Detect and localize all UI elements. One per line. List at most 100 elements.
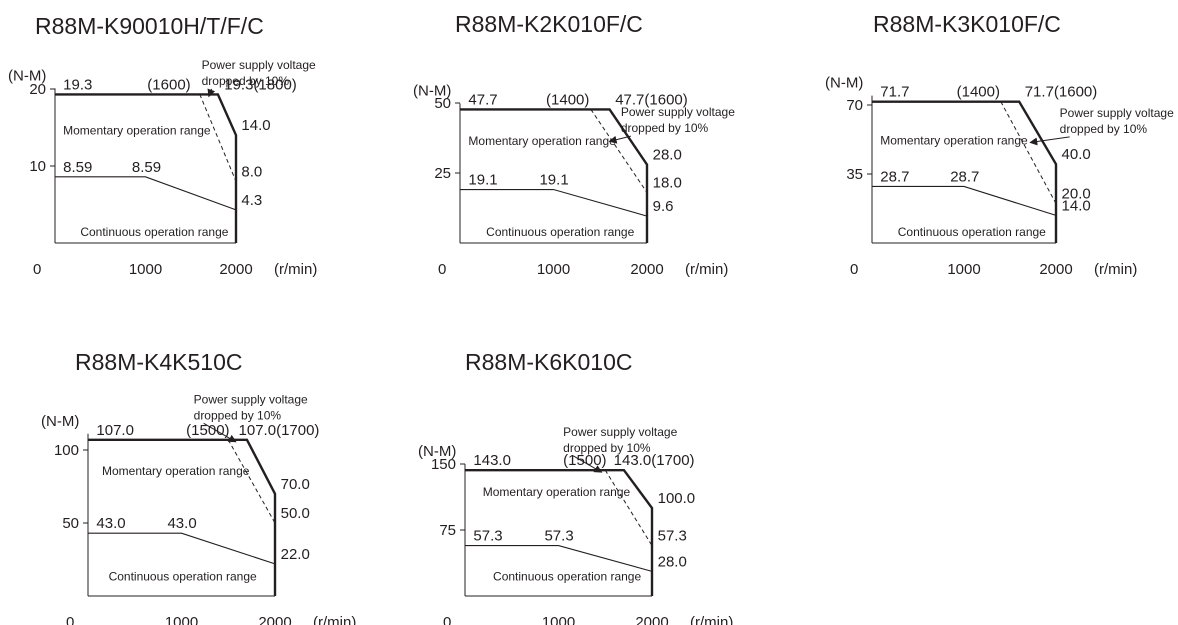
- x-axis-unit-label: (r/min): [313, 614, 356, 625]
- momentary-range-curve: [88, 438, 277, 596]
- y-tick-label: 10: [29, 158, 46, 175]
- x-axis-unit-label: (r/min): [690, 614, 733, 625]
- origin-label: 0: [438, 261, 446, 278]
- value-label: (1600): [147, 76, 190, 93]
- y-axis-unit-label: (N-M): [413, 82, 451, 99]
- chart-title: R88M-K6K010C: [465, 349, 632, 375]
- value-label: 57.3: [544, 528, 573, 545]
- value-label: 71.7: [880, 84, 909, 101]
- value-label: 8.59: [132, 159, 161, 176]
- region-label: Continuous operation range: [80, 225, 228, 239]
- region-label: Momentary operation range: [880, 133, 1028, 147]
- value-label: 50.0: [281, 505, 310, 522]
- region-label: Continuous operation range: [486, 225, 634, 239]
- value-label: 18.0: [653, 175, 682, 192]
- note-arrow: [608, 135, 631, 144]
- value-label: 28.0: [653, 147, 682, 164]
- y-axis-unit-label: (N-M): [8, 67, 46, 84]
- momentary-range-curve: [55, 93, 238, 243]
- value-label: 71.7(1600): [1025, 84, 1098, 101]
- value-label: 19.3(1800): [224, 76, 297, 93]
- momentary-range-curve: [460, 108, 649, 243]
- value-label: 57.3: [658, 528, 687, 545]
- chart-title: R88M-K2K010F/C: [455, 11, 643, 37]
- y-tick-label: 50: [434, 95, 451, 112]
- x-tick-label: 2000: [258, 614, 291, 625]
- momentary-range-curve: [872, 100, 1058, 243]
- chart-title: R88M-K3K010F/C: [873, 11, 1061, 37]
- region-label: Momentary operation range: [102, 464, 250, 478]
- note-arrow: [203, 422, 237, 443]
- value-label: 43.0: [167, 515, 196, 532]
- value-label: 19.3: [63, 76, 92, 93]
- value-label: 70.0: [281, 476, 310, 493]
- value-label: 19.1: [539, 172, 568, 189]
- note-arrow: [1029, 136, 1070, 146]
- voltage-drop-note: dropped by 10%: [202, 74, 290, 88]
- value-label: 28.7: [880, 168, 909, 185]
- value-label: 107.0: [96, 422, 134, 439]
- y-axis-unit-label: (N-M): [418, 443, 456, 460]
- value-label: 107.0(1700): [239, 422, 320, 439]
- voltage-drop-note: dropped by 10%: [563, 441, 651, 455]
- value-label: (1400): [957, 84, 1000, 101]
- value-label: 40.0: [1062, 146, 1091, 163]
- x-tick-label: 2000: [1039, 261, 1072, 278]
- region-label: Momentary operation range: [483, 485, 631, 499]
- continuous-range-curve: [88, 532, 276, 565]
- continuous-range-curve: [460, 188, 648, 217]
- region-label: Momentary operation range: [468, 134, 616, 148]
- x-tick-label: 2000: [219, 261, 252, 278]
- voltage-drop-note: Power supply voltage: [194, 392, 308, 406]
- y-axis-unit-label: (N-M): [825, 75, 863, 92]
- y-tick-label: 100: [54, 442, 79, 459]
- chart-c: R88M-K3K010F/C 35 70 1000 2000 0 (r/min) (N-M) 7…: [825, 11, 1174, 278]
- value-label: 143.0(1700): [614, 452, 695, 469]
- x-axis-unit-label: (r/min): [685, 261, 728, 278]
- chart-e: R88M-K6K010C 75 150 1000 2000 0 (r/min) (N-M) 14…: [418, 349, 733, 625]
- x-tick-label: 1000: [129, 261, 162, 278]
- value-label: 143.0: [473, 452, 511, 469]
- value-label: 19.1: [468, 172, 497, 189]
- y-tick-label: 35: [846, 166, 863, 183]
- voltage-drop-curve: [199, 94, 237, 182]
- chart-title: R88M-K4K510C: [75, 349, 242, 375]
- voltage-drop-note: Power supply voltage: [202, 58, 316, 72]
- value-label: 57.3: [473, 528, 502, 545]
- voltage-drop-curve: [1000, 101, 1057, 204]
- voltage-drop-note: dropped by 10%: [621, 121, 709, 135]
- value-label: (1400): [546, 91, 589, 108]
- voltage-drop-note: Power supply voltage: [621, 105, 735, 119]
- chart-a: R88M-K90010H/T/F/C 10 20 1000 2000 0 (r/min) (N…: [8, 13, 317, 278]
- value-label: 47.7: [468, 91, 497, 108]
- origin-label: 0: [443, 614, 451, 625]
- y-tick-label: 150: [431, 456, 456, 473]
- value-label: 20.0: [1062, 186, 1091, 203]
- x-axis-unit-label: (r/min): [274, 261, 317, 278]
- voltage-drop-note: Power supply voltage: [1060, 106, 1174, 120]
- y-tick-label: 25: [434, 165, 451, 182]
- y-tick-label: 70: [846, 97, 863, 114]
- chart-title: R88M-K90010H/T/F/C: [35, 13, 264, 39]
- value-label: 8.0: [241, 163, 262, 180]
- x-tick-label: 1000: [947, 261, 980, 278]
- x-tick-label: 1000: [537, 261, 570, 278]
- voltage-drop-note: dropped by 10%: [194, 408, 282, 422]
- y-tick-label: 50: [62, 515, 79, 532]
- region-label: Momentary operation range: [63, 123, 211, 137]
- continuous-range-curve: [55, 176, 237, 211]
- value-label: 28.0: [658, 553, 687, 570]
- region-label: Continuous operation range: [493, 570, 641, 584]
- region-label: Continuous operation range: [898, 225, 1046, 239]
- value-label: 47.7(1600): [615, 91, 688, 108]
- y-tick-label: 20: [29, 81, 46, 98]
- origin-label: 0: [33, 261, 41, 278]
- continuous-range-curve: [465, 545, 653, 572]
- value-label: (1500): [186, 422, 229, 439]
- value-label: 28.7: [950, 168, 979, 185]
- note-arrow: [572, 455, 603, 473]
- origin-label: 0: [66, 614, 74, 625]
- value-label: 100.0: [658, 490, 696, 507]
- value-label: 4.3: [241, 192, 262, 209]
